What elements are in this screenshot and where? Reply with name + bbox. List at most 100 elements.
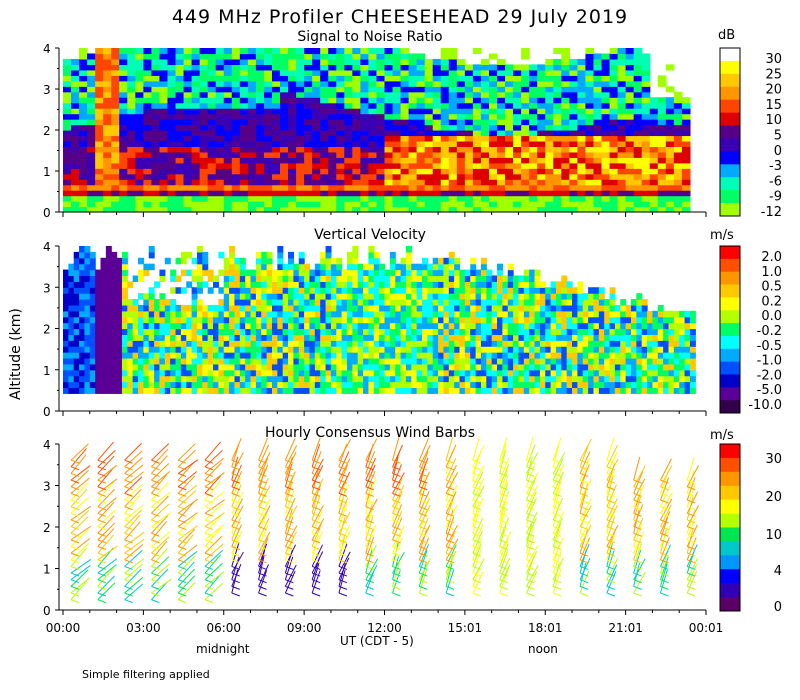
velocity-cell: [89, 322, 96, 330]
wind-barb-flag: [124, 592, 133, 597]
snr-cell: [151, 179, 161, 186]
velocity-cell: [486, 293, 493, 300]
snr-cell: [312, 195, 321, 202]
velocity-cell: [572, 387, 578, 394]
velocity-cell: [373, 281, 380, 288]
velocity-cell: [154, 310, 161, 318]
snr-cell: [681, 151, 691, 158]
velocity-cell: [620, 328, 627, 335]
wind-barb: [97, 441, 114, 464]
velocity-cell: [513, 381, 520, 389]
velocity-cell: [689, 328, 696, 335]
snr-cell: [649, 130, 659, 137]
snr-cell: [432, 124, 442, 131]
snr-cell: [392, 190, 402, 197]
snr-cell: [384, 53, 394, 60]
wind-barbs: [70, 436, 700, 604]
velocity-cell: [68, 369, 75, 377]
velocity-cell: [497, 275, 503, 282]
snr-cell: [79, 80, 88, 87]
snr-cell: [561, 140, 570, 147]
velocity-cell: [79, 387, 86, 394]
snr-cell: [191, 86, 201, 93]
velocity-cell: [79, 246, 86, 253]
snr-cell: [488, 201, 498, 208]
wind-barb-shaft: [151, 556, 170, 574]
velocity-cell: [73, 299, 80, 306]
snr-cell: [79, 86, 88, 93]
velocity-cell: [250, 387, 257, 394]
velocity-cell: [577, 281, 584, 288]
velocity-cell: [432, 363, 439, 371]
velocity-cell: [416, 357, 423, 365]
velocity-cell: [346, 310, 353, 318]
velocity-cell: [534, 293, 541, 300]
velocity-cell: [159, 275, 166, 282]
snr-cell: [328, 162, 337, 169]
snr-cell: [167, 108, 177, 115]
velocity-cell: [454, 263, 461, 271]
velocity-title: Vertical Velocity: [314, 227, 426, 243]
velocity-cell: [534, 334, 541, 341]
velocity-cell: [534, 346, 541, 353]
snr-cell: [569, 135, 578, 142]
velocity-cell: [534, 304, 541, 312]
velocity-cell: [368, 269, 375, 277]
velocity-cell: [229, 340, 236, 347]
snr-cell: [617, 173, 627, 180]
snr-cell: [296, 157, 305, 164]
snr-cell: [505, 151, 514, 158]
velocity-cell: [652, 369, 659, 377]
velocity-cell: [405, 369, 412, 377]
velocity-cell: [432, 352, 439, 359]
velocity-cell: [464, 352, 471, 359]
snr-cell: [384, 58, 394, 65]
velocity-cell: [121, 269, 128, 277]
velocity-cell: [266, 322, 273, 330]
snr-cell: [681, 190, 691, 197]
snr-cell: [408, 135, 418, 142]
snr-cell: [87, 146, 96, 153]
velocity-cell: [346, 322, 353, 330]
snr-cell: [448, 64, 458, 71]
velocity-cell: [277, 369, 284, 377]
snr-cell: [497, 108, 506, 115]
velocity-cell: [89, 251, 96, 259]
snr-cell: [456, 91, 466, 98]
velocity-cell: [363, 275, 370, 282]
velocity-cell: [111, 263, 118, 271]
snr-cell: [111, 80, 120, 87]
velocity-cell: [116, 281, 123, 288]
snr-cell: [545, 184, 554, 191]
velocity-cell: [261, 363, 268, 371]
velocity-cell: [422, 257, 428, 265]
snr-cell: [529, 97, 538, 104]
snr-cell: [521, 206, 530, 213]
velocity-cell: [598, 310, 605, 318]
snr-cell: [63, 124, 72, 131]
velocity-cell: [330, 275, 337, 282]
snr-cell: [529, 184, 538, 191]
snr-cell: [223, 168, 233, 175]
velocity-cell: [443, 375, 450, 383]
snr-cell: [513, 179, 522, 186]
snr-cell: [143, 58, 153, 65]
velocity-cell: [111, 328, 118, 335]
snr-cell: [71, 184, 80, 191]
velocity-cell: [138, 304, 144, 312]
snr-cell: [344, 195, 353, 202]
velocity-cell: [84, 293, 91, 300]
velocity-cell: [223, 322, 230, 330]
snr-cell: [505, 168, 514, 175]
snr-cell: [239, 195, 249, 202]
snr-cell: [617, 162, 627, 169]
snr-cell: [424, 201, 434, 208]
snr-cell: [207, 135, 217, 142]
wind-barb-shaft: [70, 505, 92, 521]
snr-cell: [641, 80, 651, 87]
velocity-cell: [518, 281, 525, 288]
velocity-cell: [454, 310, 461, 318]
velocity-cell: [582, 375, 589, 383]
velocity-cell: [475, 375, 482, 383]
velocity-cell: [95, 357, 102, 365]
